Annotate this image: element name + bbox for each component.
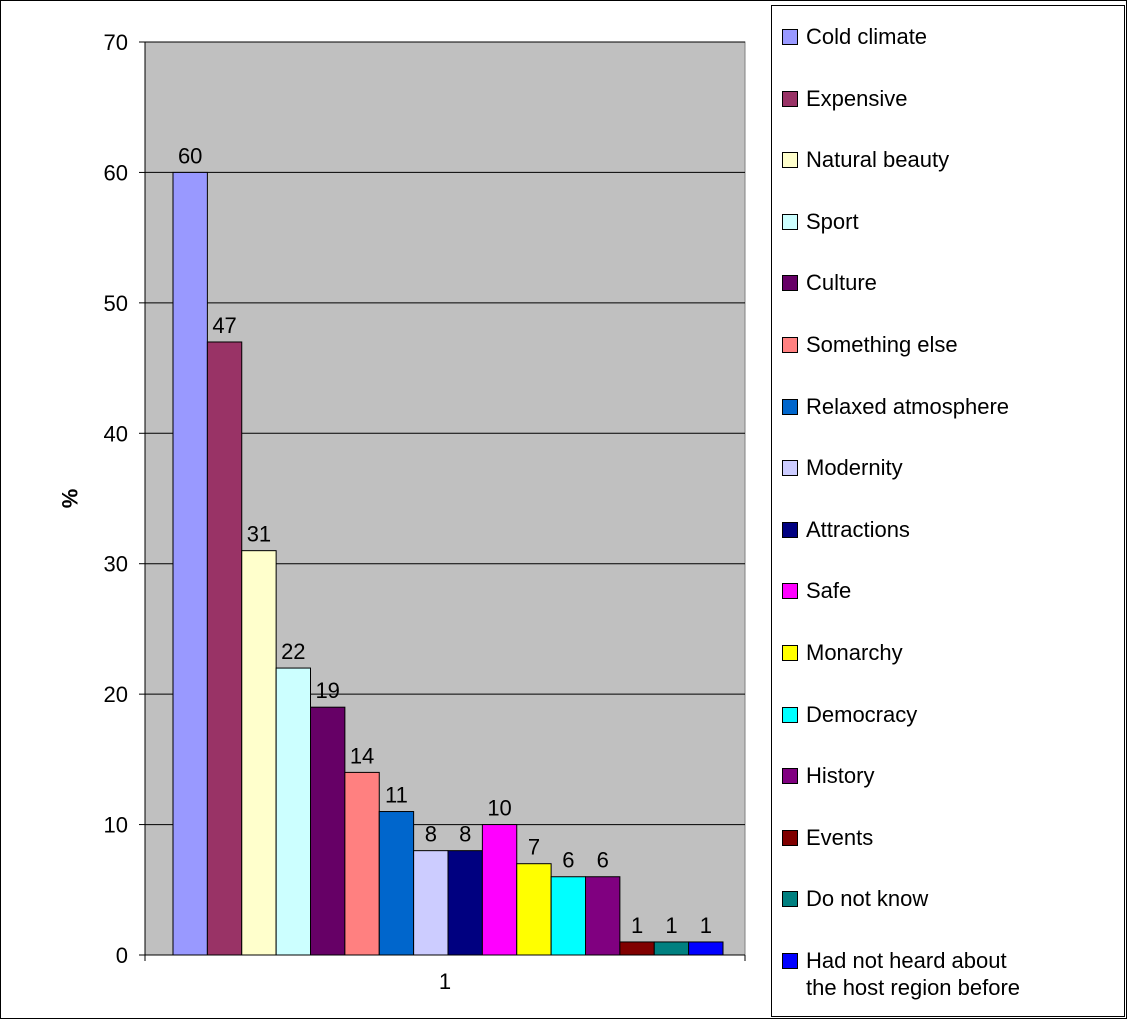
legend-item: Sport [782,208,1122,235]
y-tick-label: 0 [116,943,128,968]
bar-value-label: 6 [597,848,609,873]
y-tick-label: 20 [104,682,128,707]
legend-label: Natural beauty [806,147,950,173]
legend-item: Natural beauty [782,146,1122,173]
bar [585,876,621,956]
legend-swatch [782,213,798,230]
y-tick-label: 50 [104,291,128,316]
legend-item: Modernity [782,454,1122,481]
bar-value-label: 6 [562,848,574,873]
legend-swatch [782,829,798,846]
bar [447,850,483,956]
legend-label: Monarchy [806,640,903,665]
legend-label: Relaxed atmosphere [806,393,1010,419]
legend-label: Culture [806,270,877,296]
y-tick-label: 60 [104,160,128,185]
legend-swatch [782,953,798,969]
bar-value-label: 60 [178,143,202,168]
bar-value-label: 8 [459,822,471,847]
y-tick-label: 70 [104,30,128,55]
bar [378,811,415,956]
legend-item: Expensive [782,85,1122,112]
bar-value-label: 22 [281,639,305,664]
legend-swatch [782,29,798,45]
legend-label: Events [806,824,874,850]
legend-swatch [782,152,798,169]
bar [481,824,518,956]
legend-item: Cold climate [782,23,1122,50]
bar-value-label: 31 [247,522,271,547]
legend-label: History [806,763,875,789]
bars [172,171,724,956]
legend-item: Democracy [782,701,1122,728]
legend-item: History [782,762,1122,789]
bar-value-label: 7 [528,835,540,860]
legend-item: Monarchy [782,639,1122,666]
legend-label: Something else [806,332,958,357]
legend-label: Safe [806,578,852,604]
legend-item: Had not heard about the host region befo… [782,947,1122,1001]
legend-swatch [782,460,798,477]
legend-label: Sport [806,208,859,234]
legend-label: Cold climate [806,24,928,49]
legend-item: Relaxed atmosphere [782,393,1122,420]
legend-item: Safe [782,577,1122,604]
legend-swatch [782,768,798,785]
bar-value-label: 1 [665,913,677,938]
bar-value-label: 1 [700,913,712,938]
bar-value-label: 11 [385,783,408,808]
bar [344,771,380,956]
y-tick-label: 10 [104,813,128,838]
bar [206,341,243,956]
bar-value-label: 19 [315,678,339,703]
legend: Cold climate Expensive Natural beauty Sport… [771,5,1125,1017]
y-tick-label: 30 [104,552,128,577]
bar-value-label: 1 [631,913,643,938]
legend-swatch [782,275,798,292]
bar-value-label: 47 [212,313,236,338]
bar [310,706,346,956]
bar [516,863,552,956]
legend-swatch [782,891,798,908]
axes: 0 10 20 30 40 50 60 70 1 [104,30,746,994]
legend-label: Modernity [806,455,903,481]
x-tick-label: 1 [439,969,451,994]
legend-swatch [782,398,798,415]
bar-value-label: 8 [425,822,437,847]
legend-swatch [782,337,798,353]
bar [653,941,690,956]
legend-item: Something else [782,331,1122,358]
legend-item: Culture [782,269,1122,296]
legend-label: Expensive [806,85,908,111]
legend-label: Democracy [806,701,918,727]
legend-swatch [782,706,798,723]
legend-swatch [782,645,798,661]
bar [172,171,208,956]
bar [688,941,724,956]
legend-swatch [782,90,798,107]
bar-value-label: 14 [350,743,374,768]
bar [241,550,277,956]
bar [550,876,586,956]
bar-value-label: 10 [487,796,511,821]
legend-swatch [782,583,798,600]
legend-swatch [782,521,798,538]
legend-item: Events [782,824,1122,851]
bar [619,941,655,956]
legend-label: Attractions [806,516,910,542]
legend-item: Attractions [782,516,1122,543]
legend-label: Had not heard about the host region befo… [806,948,1021,1000]
legend-label: Do not know [806,886,929,912]
y-axis-label: % [57,489,82,509]
bar [275,667,311,956]
y-tick-label: 40 [104,421,128,446]
bar [413,850,449,956]
legend-item: Do not know [782,885,1122,912]
